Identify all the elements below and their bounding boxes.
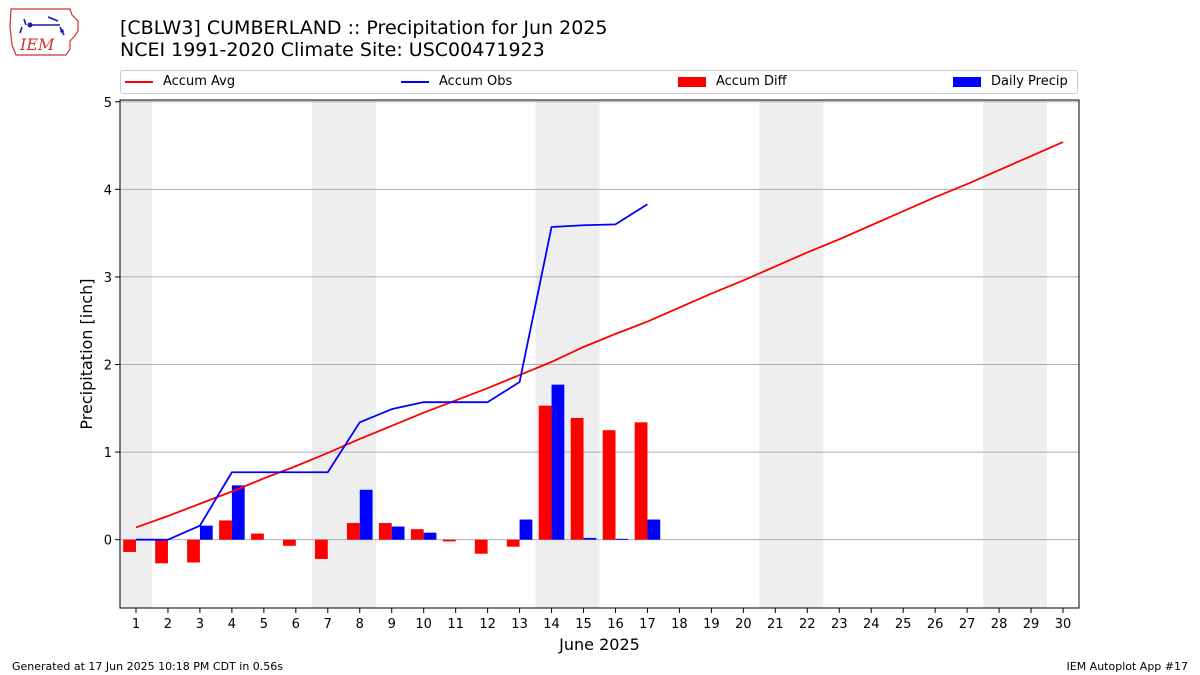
iem-iowa-logo-icon: IEM	[9, 8, 79, 56]
legend-swatch-accum-diff	[678, 77, 706, 87]
x-tick-label: 16	[607, 617, 624, 632]
x-tick-label: 8	[356, 617, 364, 632]
y-tick-label: 5	[104, 96, 112, 111]
weekend-band	[759, 100, 792, 608]
weekend-band	[311, 100, 344, 608]
x-tick-label: 21	[767, 617, 784, 632]
x-tick-label: 27	[959, 617, 976, 632]
accum-avg-line	[135, 141, 1064, 529]
accum-diff-bar	[155, 539, 168, 564]
accum-diff-bar	[602, 430, 616, 540]
chart-title: [CBLW3] CUMBERLAND :: Precipitation for …	[120, 17, 607, 61]
x-tick-label: 2	[164, 617, 172, 632]
x-tick-label: 20	[735, 617, 752, 632]
x-tick-label: 26	[927, 617, 944, 632]
daily-precip-bar	[199, 525, 213, 540]
x-tick-label: 25	[895, 617, 912, 632]
x-tick-label: 28	[991, 617, 1008, 632]
x-tick-label: 18	[671, 617, 688, 632]
y-tick-label: 2	[104, 359, 112, 374]
accum-diff-bar	[346, 523, 360, 540]
x-tick-label: 4	[228, 617, 236, 632]
y-tick-label: 0	[104, 534, 112, 549]
legend-label-accum-avg: Accum Avg	[163, 74, 236, 89]
x-tick-label: 19	[703, 617, 720, 632]
x-tick-label: 10	[415, 617, 432, 632]
y-axis-label: Precipitation [inch]	[77, 278, 96, 429]
daily-precip-bar	[519, 519, 533, 540]
x-tick-label: 6	[292, 617, 300, 632]
accum-diff-bar	[283, 539, 296, 546]
accum-diff-bar	[410, 529, 424, 540]
x-tick-label: 29	[1023, 617, 1040, 632]
plot-frame	[119, 99, 1080, 609]
daily-precip-bar	[583, 537, 597, 540]
iem-logo[interactable]: IEM	[8, 5, 80, 59]
x-tick-label: 11	[447, 617, 464, 632]
x-tick-label: 30	[1055, 617, 1072, 632]
x-tick-label: 13	[511, 617, 528, 632]
legend: Accum Avg Accum Obs Accum Diff Daily Pre…	[120, 70, 1078, 94]
legend-label-daily-precip: Daily Precip	[991, 74, 1068, 89]
weekend-band	[983, 100, 1016, 608]
accum-diff-bar	[378, 523, 392, 540]
legend-swatch-accum-avg	[125, 81, 153, 83]
x-tick-label: 15	[575, 617, 592, 632]
y-tick-label: 4	[104, 183, 112, 198]
legend-swatch-accum-obs	[401, 81, 429, 83]
legend-item-accum-diff: Accum Diff	[678, 74, 787, 90]
app-id: IEM Autoplot App #17	[1066, 660, 1189, 673]
legend-label-accum-obs: Accum Obs	[439, 74, 513, 89]
accum-diff-bar	[506, 539, 520, 547]
accum-diff-bar	[314, 539, 328, 559]
x-tick-label: 12	[479, 617, 496, 632]
x-tick-label: 17	[639, 617, 656, 632]
weekend-band	[1015, 100, 1048, 608]
y-tick-label: 3	[104, 271, 112, 286]
daily-precip-bar	[423, 532, 437, 540]
accum-diff-bar	[474, 539, 488, 554]
accum-diff-bar	[570, 417, 584, 540]
accum-diff-bar	[187, 539, 200, 563]
x-tick-label: 9	[388, 617, 396, 632]
daily-precip-bar	[647, 519, 661, 540]
daily-precip-bar	[615, 538, 629, 540]
accum-obs-line	[135, 203, 648, 541]
legend-swatch-daily-precip	[953, 77, 981, 87]
daily-precip-bar	[551, 384, 565, 540]
generated-timestamp: Generated at 17 Jun 2025 10:18 PM CDT in…	[12, 660, 284, 673]
legend-item-accum-obs: Accum Obs	[401, 74, 512, 90]
logo-text: IEM	[19, 35, 55, 54]
x-tick-label: 24	[863, 617, 880, 632]
title-line-2: NCEI 1991-2020 Climate Site: USC00471923	[120, 39, 545, 61]
weekend-band	[120, 100, 152, 608]
legend-item-accum-avg: Accum Avg	[125, 74, 235, 90]
x-tick-label: 1	[132, 617, 140, 632]
x-tick-label: 23	[831, 617, 848, 632]
accum-diff-bar	[442, 539, 456, 542]
x-tick-label: 22	[799, 617, 816, 632]
accum-diff-bar	[251, 533, 264, 540]
daily-precip-bar	[391, 526, 405, 540]
legend-item-daily-precip: Daily Precip	[953, 74, 1068, 90]
accum-diff-bar	[123, 539, 136, 552]
title-line-1: [CBLW3] CUMBERLAND :: Precipitation for …	[120, 17, 608, 39]
x-axis-label: June 2025	[558, 635, 640, 654]
y-tick-label: 1	[104, 446, 112, 461]
accum-diff-bar	[219, 520, 232, 540]
accum-diff-bar	[538, 405, 552, 540]
daily-precip-bar	[231, 485, 245, 540]
x-tick-label: 7	[324, 617, 332, 632]
x-tick-label: 3	[196, 617, 204, 632]
weekend-band	[791, 100, 824, 608]
x-tick-label: 5	[260, 617, 268, 632]
legend-label-accum-diff: Accum Diff	[716, 74, 787, 89]
x-tick-label: 14	[543, 617, 560, 632]
daily-precip-bar	[359, 489, 373, 540]
accum-diff-bar	[634, 422, 648, 540]
